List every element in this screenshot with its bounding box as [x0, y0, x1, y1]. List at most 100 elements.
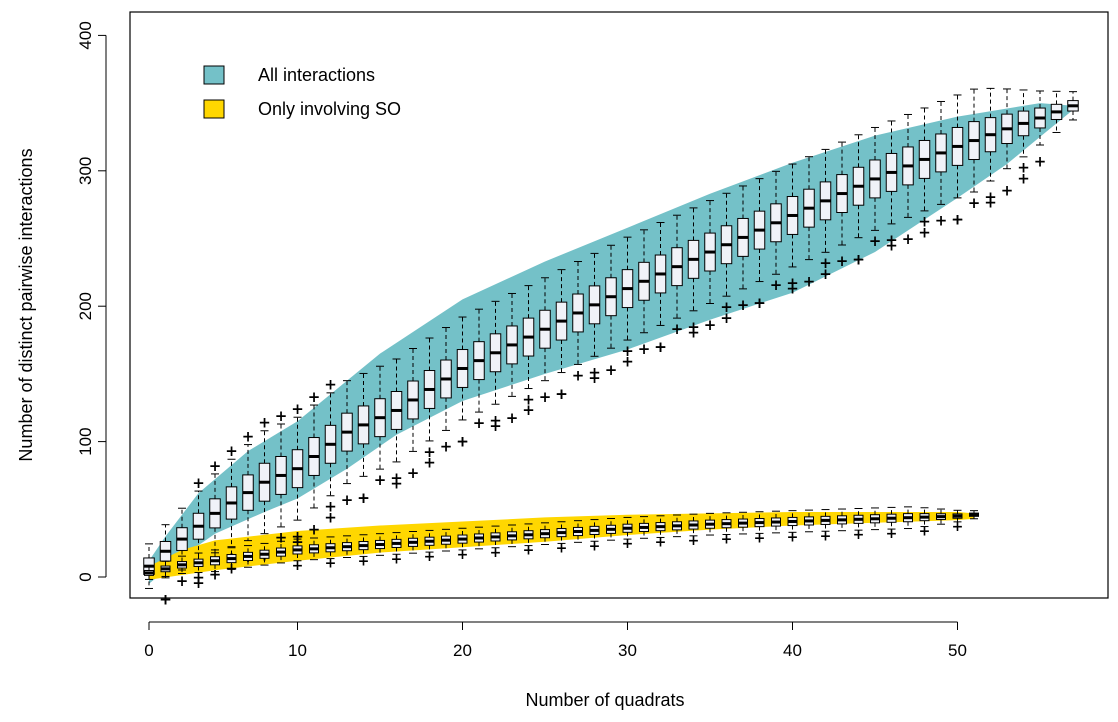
box-so-49 — [936, 508, 946, 525]
box-all-21: + — [473, 308, 486, 432]
box-all-35: + — [704, 200, 717, 334]
y-tick-label: 400 — [76, 21, 95, 49]
outlier-point: + — [754, 530, 766, 546]
band-layer — [149, 103, 1073, 584]
box-all-45: + — [869, 126, 881, 250]
legend-label: All interactions — [258, 65, 375, 85]
box-so-12: + — [325, 536, 336, 572]
outlier-point: + — [489, 411, 502, 429]
box-all-56 — [1050, 90, 1063, 133]
y-tick-label: 0 — [76, 572, 95, 581]
legend-swatch — [203, 65, 225, 85]
outlier-point: + — [275, 407, 288, 425]
outlier-point: + — [258, 414, 271, 432]
box-all-9: ++ — [275, 407, 288, 547]
outlier-point: + — [852, 250, 865, 268]
outlier-point: + — [209, 457, 222, 475]
outlier-point: + — [753, 294, 766, 312]
box-all-49: + — [935, 100, 947, 230]
box-all-31: + — [638, 229, 651, 358]
outlier-point: + — [704, 316, 717, 334]
box-all-50: ++ — [951, 94, 964, 229]
outlier-point: + — [423, 443, 436, 461]
outlier-point: + — [291, 527, 304, 545]
outlier-point: + — [275, 529, 288, 547]
box-so-10: + — [292, 538, 303, 574]
box-so-35 — [705, 512, 715, 536]
box-so-40: + — [787, 510, 798, 545]
outlier-point: + — [621, 353, 634, 371]
box-all-22: ++ — [489, 300, 502, 435]
box-all-15: + — [374, 365, 387, 489]
x-tick-label: 50 — [948, 641, 967, 660]
box-all-55: + — [1034, 90, 1046, 170]
outlier-point: + — [555, 385, 568, 403]
outlier-point: + — [192, 574, 205, 592]
outlier-point: + — [209, 565, 222, 583]
box-all-41: + — [803, 156, 816, 290]
box-so-38: + — [754, 511, 766, 546]
outlier-point: + — [423, 454, 436, 472]
outlier-point: + — [918, 224, 931, 242]
box-so-43 — [837, 508, 847, 532]
outlier-point: + — [374, 471, 387, 489]
outlier-point: + — [159, 591, 172, 609]
x-axis-title: Number of quadrats — [525, 690, 684, 710]
box-so-34: + — [688, 513, 699, 549]
box-so-32: + — [655, 515, 666, 551]
outlier-point: + — [918, 213, 931, 231]
box-all-12: +++ — [324, 376, 337, 527]
box-so-51 — [969, 510, 979, 520]
outlier-point: + — [225, 442, 238, 460]
box-so-47 — [903, 506, 913, 530]
box-all-40: ++ — [786, 163, 799, 298]
outlier-point: + — [456, 433, 469, 451]
outlier-point: + — [457, 547, 469, 563]
outlier-point: + — [473, 414, 486, 432]
outlier-point: + — [770, 276, 783, 294]
outlier-point: + — [407, 464, 420, 482]
box-so-19 — [441, 528, 451, 552]
box-all-16: ++ — [390, 358, 403, 493]
box-so-20: + — [457, 527, 469, 563]
box-so-3 — [177, 555, 187, 574]
box-all-48: ++ — [918, 107, 931, 242]
box-all-37: + — [737, 185, 749, 314]
outlier-point: + — [588, 364, 601, 382]
outlier-point: + — [357, 489, 370, 507]
outlier-point: + — [390, 475, 403, 493]
outlier-point: + — [556, 540, 568, 556]
box-so-48: + — [919, 507, 930, 540]
box-so-25 — [540, 522, 550, 546]
x-tick-label: 0 — [144, 641, 153, 660]
outlier-point: + — [506, 409, 519, 427]
box-all-4: +++ — [192, 474, 205, 592]
outlier-point: + — [803, 272, 816, 290]
outlier-point: + — [358, 553, 370, 569]
box-so-37 — [738, 511, 748, 535]
outlier-point: + — [440, 438, 453, 456]
outlier-point: + — [638, 340, 651, 358]
outlier-point: + — [984, 194, 997, 212]
outlier-point: + — [539, 388, 552, 406]
outlier-point: + — [836, 252, 849, 270]
box-all-5: ++ — [209, 457, 222, 584]
box-so-23 — [507, 524, 517, 548]
box-all-11: ++ — [308, 388, 321, 539]
x-tick-label: 30 — [618, 641, 637, 660]
box-all-44: ++ — [852, 134, 865, 268]
outlier-point: + — [720, 298, 733, 316]
outlier-point: + — [621, 342, 634, 360]
outlier-point: + — [324, 498, 337, 516]
outlier-point: + — [308, 521, 321, 539]
box-all-32: ++ — [654, 222, 667, 356]
box-so-39 — [771, 510, 781, 534]
box-all-46: ++ — [885, 120, 898, 255]
box-so-1 — [144, 565, 154, 580]
box-all-43: + — [836, 141, 849, 270]
y-tick-label: 300 — [76, 157, 95, 185]
x-tick-label: 10 — [288, 641, 307, 660]
outlier-point: + — [984, 188, 997, 206]
box-so-46: + — [886, 506, 897, 542]
box-so-5 — [210, 549, 220, 573]
